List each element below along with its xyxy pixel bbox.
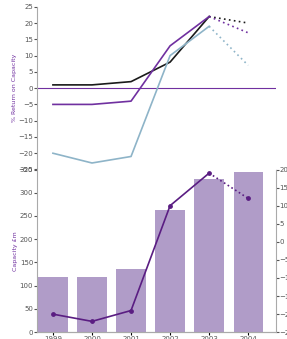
Legend: Managed, Portfolio, Market, Forecast, Forecast, Forecast: Managed, Portfolio, Market, Forecast, Fo…: [40, 218, 172, 232]
Point: [51, 312, 55, 317]
Bar: [195, 179, 224, 332]
Point: [207, 171, 212, 176]
Bar: [156, 211, 185, 332]
Bar: [38, 277, 67, 332]
Y-axis label: Capacity £m: Capacity £m: [13, 231, 18, 271]
Y-axis label: % Return on Capacity: % Return on Capacity: [12, 54, 17, 122]
Point: [129, 308, 133, 313]
Bar: [77, 277, 107, 332]
Point: [90, 319, 94, 324]
Point: [168, 203, 172, 208]
Bar: [234, 172, 263, 332]
Point: [246, 196, 251, 201]
Bar: [117, 270, 146, 332]
